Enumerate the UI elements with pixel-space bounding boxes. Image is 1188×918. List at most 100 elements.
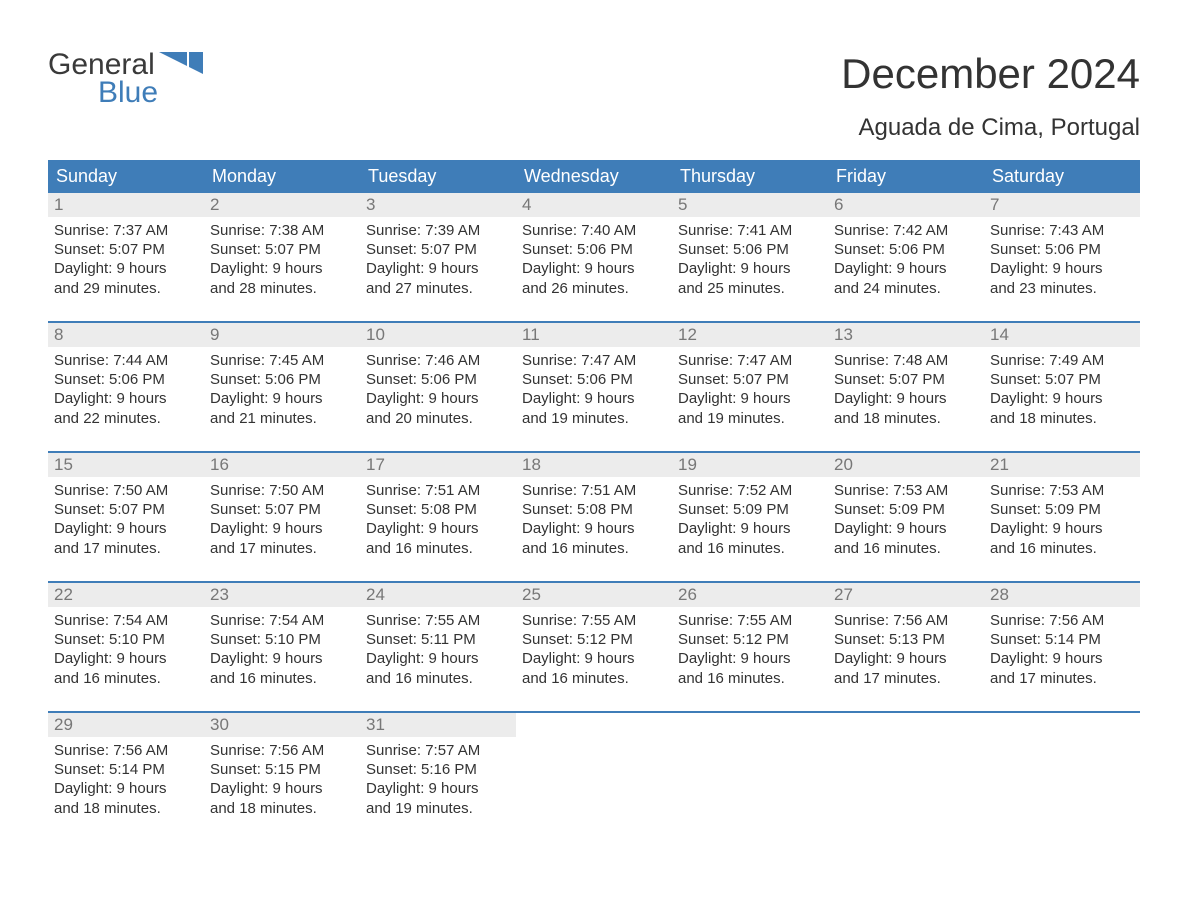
day-sunrise: Sunrise: 7:48 AM bbox=[834, 351, 978, 370]
day-details: Sunrise: 7:48 AMSunset: 5:07 PMDaylight:… bbox=[828, 347, 984, 430]
calendar-day: 29Sunrise: 7:56 AMSunset: 5:14 PMDayligh… bbox=[48, 713, 204, 831]
day-dl2: and 16 minutes. bbox=[522, 539, 666, 558]
day-dl1: Daylight: 9 hours bbox=[990, 519, 1134, 538]
day-sunrise: Sunrise: 7:47 AM bbox=[678, 351, 822, 370]
day-number: 20 bbox=[828, 453, 984, 477]
day-sunrise: Sunrise: 7:56 AM bbox=[834, 611, 978, 630]
day-dl1: Daylight: 9 hours bbox=[678, 389, 822, 408]
dow-sunday: Sunday bbox=[48, 160, 204, 193]
day-dl2: and 16 minutes. bbox=[366, 539, 510, 558]
calendar-day: 31Sunrise: 7:57 AMSunset: 5:16 PMDayligh… bbox=[360, 713, 516, 831]
day-sunset: Sunset: 5:06 PM bbox=[522, 370, 666, 389]
day-details: Sunrise: 7:56 AMSunset: 5:13 PMDaylight:… bbox=[828, 607, 984, 690]
day-dl1: Daylight: 9 hours bbox=[210, 649, 354, 668]
day-dl2: and 16 minutes. bbox=[210, 669, 354, 688]
day-dl2: and 29 minutes. bbox=[54, 279, 198, 298]
day-sunrise: Sunrise: 7:52 AM bbox=[678, 481, 822, 500]
day-dl1: Daylight: 9 hours bbox=[522, 389, 666, 408]
calendar-day bbox=[672, 713, 828, 831]
day-dl1: Daylight: 9 hours bbox=[834, 259, 978, 278]
day-sunrise: Sunrise: 7:41 AM bbox=[678, 221, 822, 240]
day-dl2: and 21 minutes. bbox=[210, 409, 354, 428]
day-sunset: Sunset: 5:10 PM bbox=[54, 630, 198, 649]
calendar-day: 30Sunrise: 7:56 AMSunset: 5:15 PMDayligh… bbox=[204, 713, 360, 831]
day-dl2: and 27 minutes. bbox=[366, 279, 510, 298]
calendar-day bbox=[828, 713, 984, 831]
day-sunset: Sunset: 5:07 PM bbox=[210, 500, 354, 519]
day-sunset: Sunset: 5:14 PM bbox=[990, 630, 1134, 649]
day-details: Sunrise: 7:42 AMSunset: 5:06 PMDaylight:… bbox=[828, 217, 984, 300]
calendar-week: 15Sunrise: 7:50 AMSunset: 5:07 PMDayligh… bbox=[48, 451, 1140, 571]
day-sunrise: Sunrise: 7:54 AM bbox=[210, 611, 354, 630]
day-sunrise: Sunrise: 7:50 AM bbox=[210, 481, 354, 500]
day-sunrise: Sunrise: 7:45 AM bbox=[210, 351, 354, 370]
calendar-day: 10Sunrise: 7:46 AMSunset: 5:06 PMDayligh… bbox=[360, 323, 516, 441]
day-number: 25 bbox=[516, 583, 672, 607]
day-sunset: Sunset: 5:06 PM bbox=[678, 240, 822, 259]
day-number: 16 bbox=[204, 453, 360, 477]
day-sunrise: Sunrise: 7:57 AM bbox=[366, 741, 510, 760]
day-details: Sunrise: 7:39 AMSunset: 5:07 PMDaylight:… bbox=[360, 217, 516, 300]
calendar-day: 20Sunrise: 7:53 AMSunset: 5:09 PMDayligh… bbox=[828, 453, 984, 571]
day-dl1: Daylight: 9 hours bbox=[54, 519, 198, 538]
day-sunset: Sunset: 5:06 PM bbox=[522, 240, 666, 259]
day-sunset: Sunset: 5:09 PM bbox=[678, 500, 822, 519]
calendar-day: 2Sunrise: 7:38 AMSunset: 5:07 PMDaylight… bbox=[204, 193, 360, 311]
day-dl1: Daylight: 9 hours bbox=[990, 649, 1134, 668]
calendar-day: 8Sunrise: 7:44 AMSunset: 5:06 PMDaylight… bbox=[48, 323, 204, 441]
day-details: Sunrise: 7:43 AMSunset: 5:06 PMDaylight:… bbox=[984, 217, 1140, 300]
day-sunset: Sunset: 5:06 PM bbox=[990, 240, 1134, 259]
day-number: 9 bbox=[204, 323, 360, 347]
day-number: 29 bbox=[48, 713, 204, 737]
day-number: 3 bbox=[360, 193, 516, 217]
day-dl1: Daylight: 9 hours bbox=[210, 779, 354, 798]
day-number: 14 bbox=[984, 323, 1140, 347]
calendar-day: 5Sunrise: 7:41 AMSunset: 5:06 PMDaylight… bbox=[672, 193, 828, 311]
calendar-week: 29Sunrise: 7:56 AMSunset: 5:14 PMDayligh… bbox=[48, 711, 1140, 831]
logo-flag-icon bbox=[159, 50, 203, 80]
calendar-week: 8Sunrise: 7:44 AMSunset: 5:06 PMDaylight… bbox=[48, 321, 1140, 441]
calendar-day: 4Sunrise: 7:40 AMSunset: 5:06 PMDaylight… bbox=[516, 193, 672, 311]
day-details: Sunrise: 7:49 AMSunset: 5:07 PMDaylight:… bbox=[984, 347, 1140, 430]
day-dl2: and 16 minutes. bbox=[54, 669, 198, 688]
calendar-day: 14Sunrise: 7:49 AMSunset: 5:07 PMDayligh… bbox=[984, 323, 1140, 441]
day-details: Sunrise: 7:50 AMSunset: 5:07 PMDaylight:… bbox=[204, 477, 360, 560]
day-sunset: Sunset: 5:10 PM bbox=[210, 630, 354, 649]
day-details: Sunrise: 7:41 AMSunset: 5:06 PMDaylight:… bbox=[672, 217, 828, 300]
day-sunset: Sunset: 5:12 PM bbox=[522, 630, 666, 649]
day-sunrise: Sunrise: 7:49 AM bbox=[990, 351, 1134, 370]
day-sunrise: Sunrise: 7:51 AM bbox=[522, 481, 666, 500]
day-details: Sunrise: 7:40 AMSunset: 5:06 PMDaylight:… bbox=[516, 217, 672, 300]
day-dl1: Daylight: 9 hours bbox=[678, 519, 822, 538]
day-number: 13 bbox=[828, 323, 984, 347]
day-dl2: and 26 minutes. bbox=[522, 279, 666, 298]
day-sunset: Sunset: 5:08 PM bbox=[522, 500, 666, 519]
day-dl2: and 16 minutes. bbox=[990, 539, 1134, 558]
day-details: Sunrise: 7:51 AMSunset: 5:08 PMDaylight:… bbox=[360, 477, 516, 560]
day-dl2: and 18 minutes. bbox=[834, 409, 978, 428]
day-dl2: and 28 minutes. bbox=[210, 279, 354, 298]
day-sunrise: Sunrise: 7:42 AM bbox=[834, 221, 978, 240]
calendar-day: 22Sunrise: 7:54 AMSunset: 5:10 PMDayligh… bbox=[48, 583, 204, 701]
day-number: 22 bbox=[48, 583, 204, 607]
day-dl1: Daylight: 9 hours bbox=[522, 259, 666, 278]
day-number: 15 bbox=[48, 453, 204, 477]
day-details: Sunrise: 7:56 AMSunset: 5:15 PMDaylight:… bbox=[204, 737, 360, 820]
calendar-day bbox=[516, 713, 672, 831]
day-number: 10 bbox=[360, 323, 516, 347]
day-dl2: and 18 minutes. bbox=[54, 799, 198, 818]
day-number: 11 bbox=[516, 323, 672, 347]
day-number: 17 bbox=[360, 453, 516, 477]
calendar-day: 1Sunrise: 7:37 AMSunset: 5:07 PMDaylight… bbox=[48, 193, 204, 311]
calendar-day: 9Sunrise: 7:45 AMSunset: 5:06 PMDaylight… bbox=[204, 323, 360, 441]
day-sunset: Sunset: 5:07 PM bbox=[834, 370, 978, 389]
day-number: 4 bbox=[516, 193, 672, 217]
day-number: 30 bbox=[204, 713, 360, 737]
calendar: Sunday Monday Tuesday Wednesday Thursday… bbox=[48, 160, 1140, 831]
day-dl1: Daylight: 9 hours bbox=[210, 389, 354, 408]
day-dl1: Daylight: 9 hours bbox=[210, 519, 354, 538]
day-dl1: Daylight: 9 hours bbox=[522, 649, 666, 668]
day-sunrise: Sunrise: 7:47 AM bbox=[522, 351, 666, 370]
day-details: Sunrise: 7:47 AMSunset: 5:07 PMDaylight:… bbox=[672, 347, 828, 430]
day-number: 12 bbox=[672, 323, 828, 347]
